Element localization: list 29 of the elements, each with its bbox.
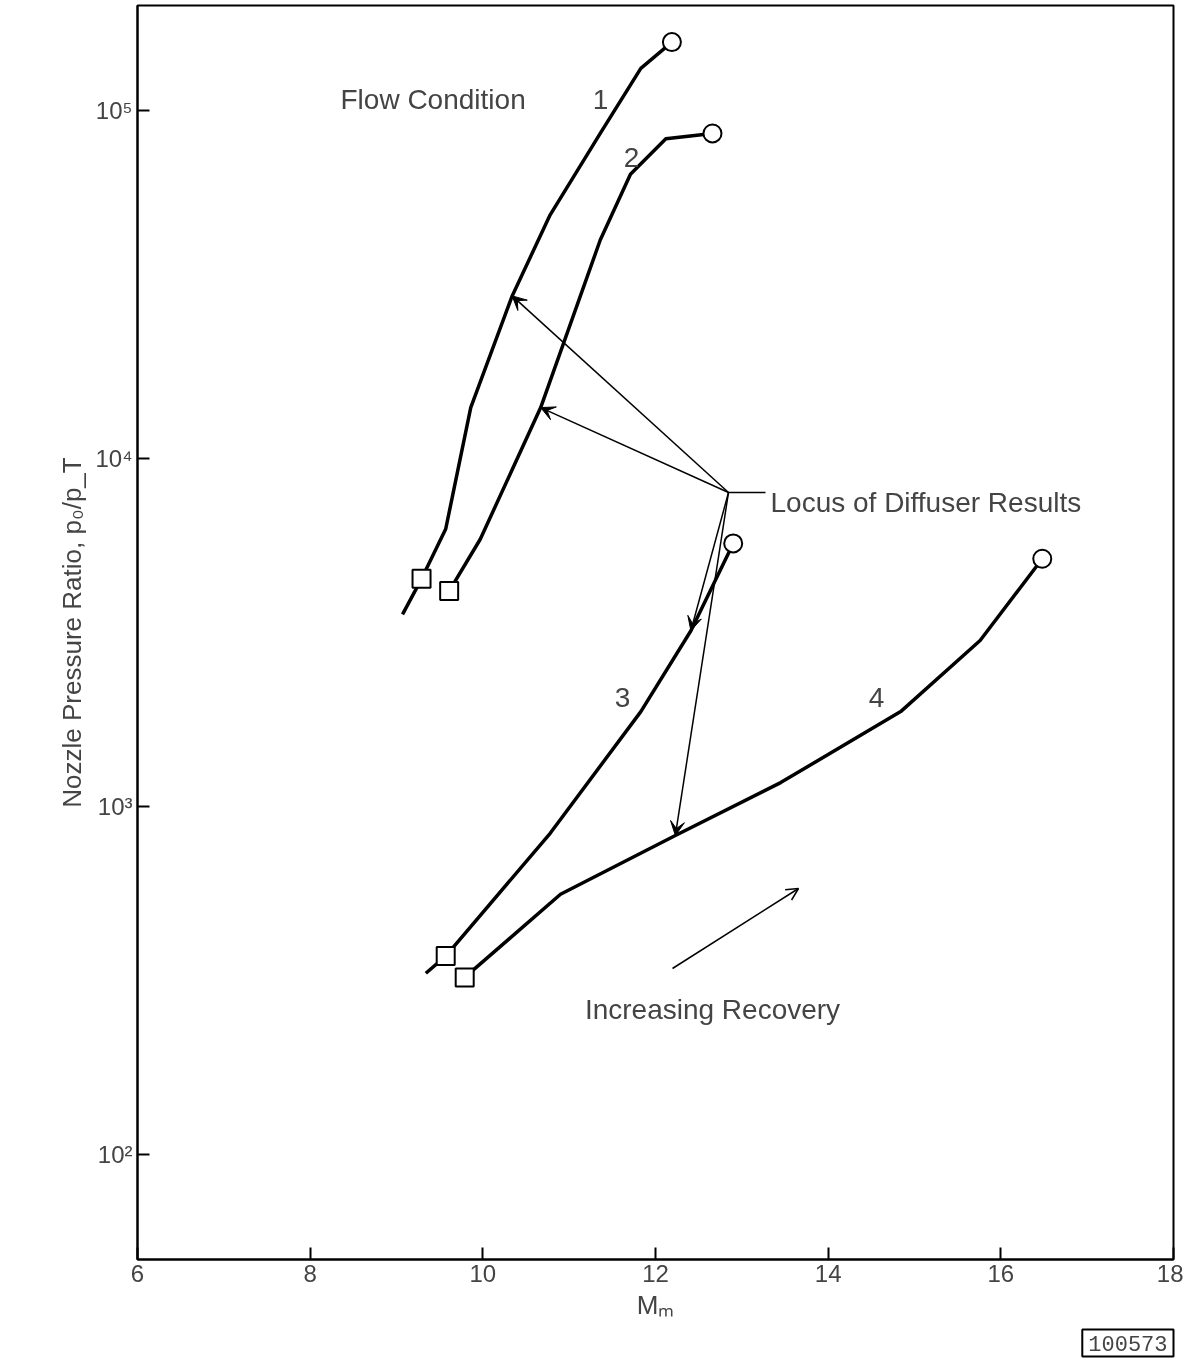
x-tick-label: 8 [303, 1259, 317, 1287]
point [454, 967, 475, 988]
x-tick-label: 18 [1156, 1259, 1183, 1287]
point [1032, 548, 1053, 569]
point [723, 533, 744, 554]
x-tick-label: 16 [987, 1259, 1015, 1287]
y-tick-label: 10³ [97, 793, 133, 821]
annotation: Locus of Diffuser Results [770, 487, 1082, 518]
annotation: 1 [592, 84, 609, 115]
annotation: 2 [623, 142, 640, 173]
x-tick-label: 12 [642, 1259, 669, 1287]
x-tick-label: 10 [469, 1259, 497, 1287]
x-axis-title: Mₘ [636, 1289, 675, 1320]
point [439, 581, 460, 602]
y-axis-title: Nozzle Pressure Ratio, p₀/p_T [57, 457, 88, 808]
y-tick-label: 10⁵ [95, 96, 133, 124]
point [411, 568, 432, 589]
x-tick-label: 14 [814, 1259, 842, 1287]
x-tick-label: 6 [130, 1259, 145, 1287]
y-tick-label: 10² [97, 1141, 133, 1169]
point [702, 123, 723, 144]
annotation: Flow Condition [340, 84, 526, 115]
annotation: 3 [614, 682, 631, 713]
annotation: 4 [868, 682, 885, 713]
annotation: Increasing Recovery [584, 994, 841, 1025]
point [661, 32, 682, 53]
text: 100573 [1088, 1332, 1168, 1358]
y-tick-label: 10⁴ [95, 444, 133, 472]
point [435, 946, 456, 967]
